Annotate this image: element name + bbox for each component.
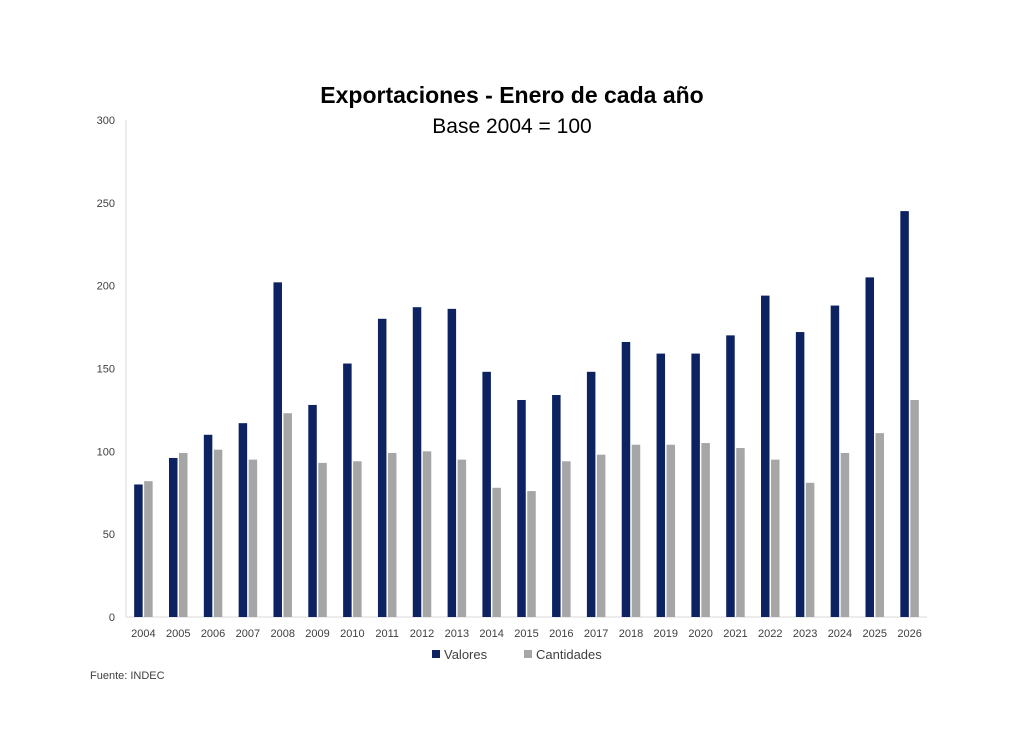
bar-cantidades-2004: [144, 481, 153, 617]
bar-cantidades-2016: [562, 461, 571, 617]
bar-valores-2023: [795, 332, 805, 617]
x-tick-label: 2015: [514, 628, 538, 640]
bar-cantidades-2011: [387, 452, 397, 617]
x-tick-label: 2011: [375, 628, 399, 640]
bar-cantidades-2005: [178, 452, 188, 617]
bar-valores-2019: [656, 353, 666, 617]
legend: Valores Cantidades: [432, 647, 602, 662]
bar-valores-2006: [203, 434, 213, 617]
bar-valores-2013: [447, 308, 457, 617]
bar-cantidades-2019: [666, 444, 676, 617]
bar-cantidades-2010: [353, 461, 362, 617]
bar-cantidades-2023: [805, 482, 815, 617]
bar-cantidades-2008: [283, 413, 292, 617]
x-tick-label: 2024: [828, 628, 852, 640]
bar-valores-2018: [621, 341, 631, 617]
bar-cantidades-2022: [771, 459, 780, 617]
bar-valores-2016: [552, 395, 561, 617]
x-tick-labels: 2004 2005 2006 2007 2008 2009 2010 2011 2012 2013…: [131, 628, 922, 640]
bar-cantidades-2018: [631, 444, 641, 617]
x-tick-label: 2025: [863, 628, 887, 640]
x-tick-label: 2020: [688, 628, 712, 640]
y-tick-label: 250: [97, 198, 115, 210]
bar-valores-2004: [134, 484, 143, 617]
bar-valores-2026: [900, 211, 909, 617]
x-tick-label: 2004: [131, 628, 155, 640]
bar-cantidades-2015: [527, 491, 536, 617]
y-tick-label: 200: [97, 281, 115, 293]
y-tick-label: 150: [97, 364, 115, 376]
source-note: Fuente: INDEC: [90, 670, 165, 682]
bar-cantidades-2007: [248, 459, 258, 617]
legend-label-cantidades: Cantidades: [536, 647, 602, 662]
x-tick-label: 2021: [723, 628, 747, 640]
x-tick-label: 2007: [236, 628, 260, 640]
chart-title: Exportaciones - Enero de cada año: [320, 82, 703, 108]
x-tick-label: 2023: [793, 628, 817, 640]
bar-valores-2011: [377, 318, 387, 617]
bar-valores-2005: [168, 457, 178, 617]
y-tick-labels: 0 50 100 150 200 250 300: [97, 115, 115, 624]
bar-valores-2022: [761, 295, 770, 617]
x-tick-label: 2005: [166, 628, 190, 640]
bar-valores-2020: [691, 353, 700, 617]
bar-cantidades-2014: [492, 487, 501, 617]
x-tick-label: 2013: [445, 628, 469, 640]
x-tick-label: 2006: [201, 628, 225, 640]
bar-valores-2007: [238, 423, 248, 617]
x-tick-label: 2010: [340, 628, 364, 640]
x-tick-label: 2022: [758, 628, 782, 640]
x-tick-label: 2008: [270, 628, 294, 640]
bar-cantidades-2021: [736, 448, 745, 617]
bar-valores-2015: [517, 399, 526, 617]
bar-valores-2012: [412, 307, 422, 617]
bar-cantidades-2012: [422, 451, 432, 617]
x-tick-label: 2018: [619, 628, 643, 640]
bar-valores-2025: [865, 277, 875, 617]
bar-valores-2010: [343, 363, 352, 617]
bar-cantidades-2017: [596, 454, 606, 617]
legend-label-valores: Valores: [444, 647, 488, 662]
bar-valores-2021: [726, 335, 735, 617]
bar-cantidades-2026: [910, 399, 919, 617]
bar-cantidades-2006: [213, 449, 223, 617]
x-tick-label: 2014: [479, 628, 503, 640]
x-tick-label: 2017: [584, 628, 608, 640]
bars: [134, 211, 919, 617]
bar-cantidades-2025: [875, 433, 885, 617]
bar-cantidades-2024: [840, 452, 850, 617]
y-tick-label: 50: [103, 529, 115, 541]
bar-valores-2008: [273, 282, 282, 617]
bar-cantidades-2013: [457, 459, 467, 617]
bar-cantidades-2020: [701, 443, 710, 617]
legend-swatch-valores: [432, 650, 440, 658]
x-tick-label: 2009: [305, 628, 329, 640]
y-tick-label: 0: [109, 612, 115, 624]
y-tick-label: 100: [97, 446, 115, 458]
legend-swatch-cantidades: [524, 650, 532, 658]
x-tick-label: 2016: [549, 628, 573, 640]
bar-valores-2009: [308, 404, 317, 617]
bar-valores-2014: [482, 371, 491, 617]
bar-valores-2024: [830, 305, 840, 617]
x-tick-label: 2026: [897, 628, 921, 640]
x-tick-label: 2019: [654, 628, 678, 640]
x-tick-label: 2012: [410, 628, 434, 640]
bar-cantidades-2009: [318, 462, 327, 617]
y-tick-label: 300: [97, 115, 115, 127]
chart-subtitle: Base 2004 = 100: [432, 115, 591, 138]
bar-valores-2017: [586, 371, 596, 617]
